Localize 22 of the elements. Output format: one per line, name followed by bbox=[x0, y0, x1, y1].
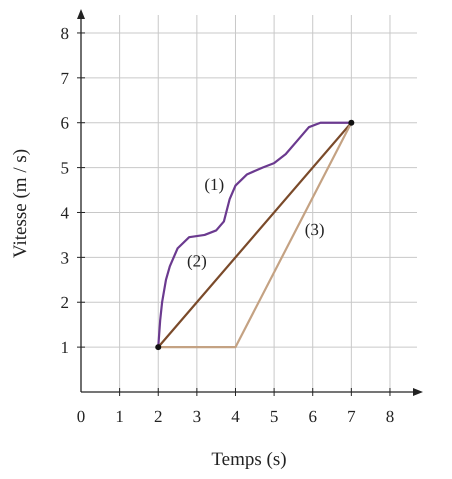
y-tick-label: 4 bbox=[60, 203, 70, 222]
y-tick-label: 8 bbox=[60, 24, 69, 43]
y-tick-label: 7 bbox=[60, 68, 70, 88]
y-tick-label: 2 bbox=[60, 293, 69, 312]
x-tick-label: 7 bbox=[347, 407, 356, 426]
series-label: (1) bbox=[204, 175, 224, 194]
y-tick-label: 1 bbox=[60, 338, 69, 358]
x-tick-label: 1 bbox=[115, 407, 124, 426]
x-axis-title: Temps (s) bbox=[211, 449, 287, 470]
x-tick-label: 0 bbox=[76, 407, 86, 426]
x-tick-label: 3 bbox=[192, 407, 202, 426]
x-tick-label: 2 bbox=[154, 407, 162, 426]
x-tick-label: 4 bbox=[231, 407, 240, 426]
y-tick-label: 6 bbox=[60, 114, 69, 133]
x-tick-label: 8 bbox=[386, 407, 394, 426]
y-tick-label: 3 bbox=[60, 248, 69, 268]
series-label: (3) bbox=[304, 220, 325, 239]
y-axis-title: Vitesse (m / s) bbox=[10, 148, 31, 258]
x-tick-label: 6 bbox=[308, 407, 317, 426]
x-tick-label: 5 bbox=[270, 407, 278, 426]
series-label: (2) bbox=[186, 251, 207, 270]
y-tick-label: 5 bbox=[60, 158, 69, 178]
